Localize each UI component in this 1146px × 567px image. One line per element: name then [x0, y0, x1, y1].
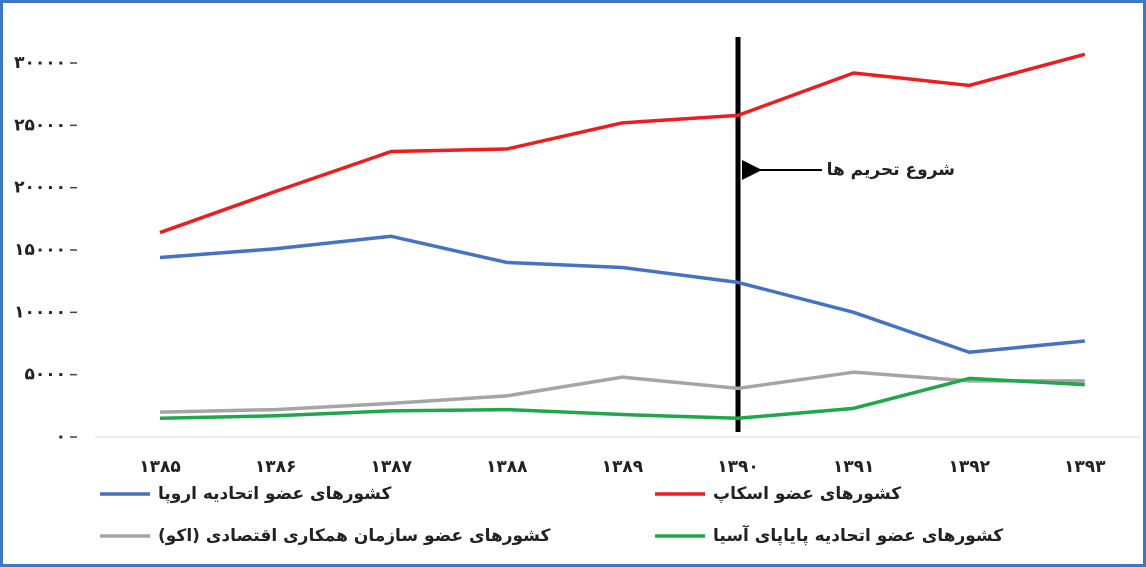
x-tick-label: ۱۳۸۶ [255, 457, 297, 477]
series-line [159, 52, 1086, 235]
y-tick-label: ۱۰۰۰۰ [14, 302, 66, 322]
x-tick-label: ۱۳۸۸ [486, 457, 528, 477]
x-tick-label: ۱۳۹۳ [1064, 457, 1106, 477]
x-tick-label: ۱۳۸۵ [139, 457, 181, 477]
y-tick-label: ۲۰۰۰۰ [14, 178, 66, 198]
legend-label: کشورهای عضو سازمان همکاری اقتصادی (اکو) [158, 526, 550, 546]
y-tick-label: ۳۰۰۰۰ [14, 53, 66, 73]
y-tick-label: ۱۵۰۰۰ [14, 240, 66, 260]
y-tick-label: ۲۵۰۰۰ [14, 115, 66, 135]
legend-label: کشورهای عضو اتحادیه اروپا [158, 484, 391, 504]
x-tick-label: ۱۳۹۱ [833, 457, 875, 477]
series-line [159, 234, 1085, 354]
legend-label: کشورهای عضو اسکاپ [713, 484, 901, 504]
x-tick-label: ۱۳۸۹ [602, 457, 644, 477]
x-tick-label: ۱۳۹۲ [948, 457, 990, 477]
legend-label: کشورهای عضو اتحادیه پایاپای آسیا [713, 524, 1003, 546]
series-line [159, 376, 1085, 421]
x-tick-label: ۱۳۹۰ [717, 457, 759, 477]
y-tick-label: ۰ [56, 427, 66, 447]
y-tick-label: ۵۰۰۰ [24, 365, 66, 385]
annotation: شروع تحریم ها [827, 160, 955, 180]
series-line [159, 370, 1085, 414]
x-tick-label: ۱۳۸۷ [370, 457, 412, 477]
